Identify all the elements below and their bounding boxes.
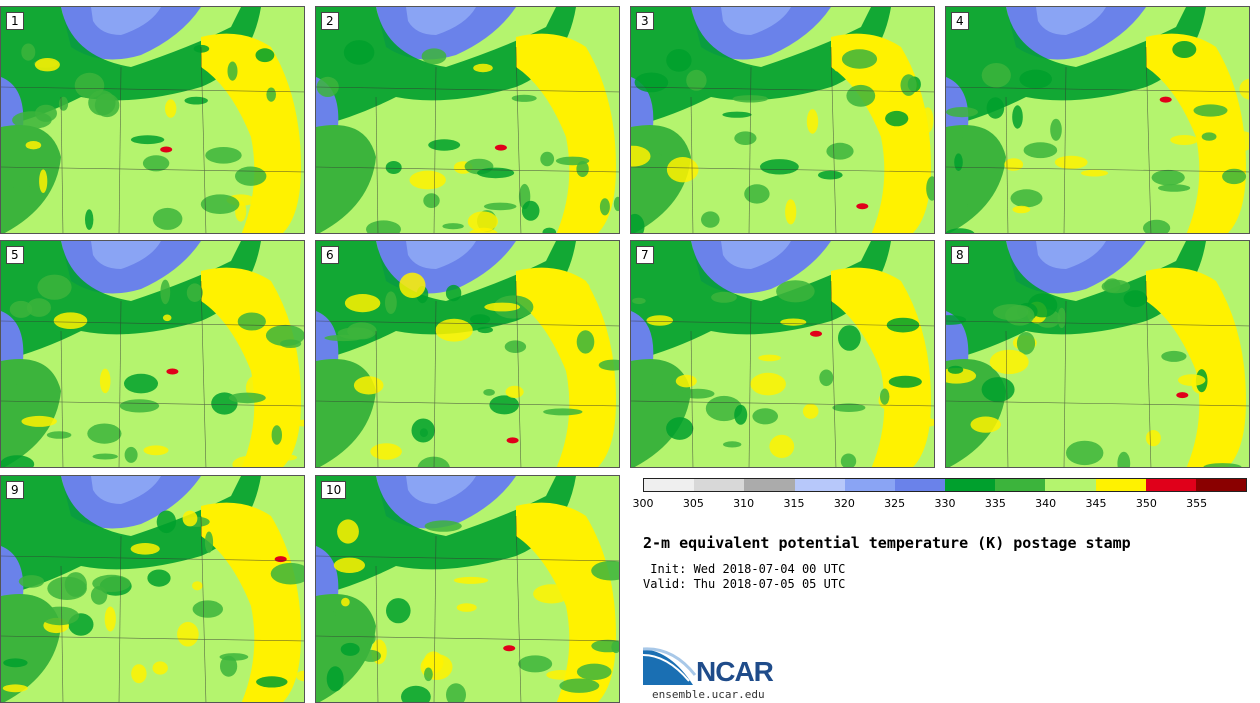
colorbar-bin [694, 479, 745, 491]
panel-number: 5 [6, 246, 24, 264]
panel-number: 9 [6, 481, 24, 499]
colorbar-tick-label: 355 [1186, 497, 1208, 510]
colorbar-bin [995, 479, 1046, 491]
ncar-logo-icon [643, 647, 697, 685]
colorbar-tick-label: 330 [934, 497, 956, 510]
map-panel[interactable]: 8 [945, 240, 1250, 468]
logo-url[interactable]: ensemble.ucar.edu [652, 688, 765, 701]
panel-number: 7 [636, 246, 654, 264]
init-time: Init: Wed 2018-07-04 00 UTC [643, 562, 846, 576]
map-panel[interactable]: 9 [0, 475, 305, 703]
map-panel[interactable]: 6 [315, 240, 620, 468]
colorbar-tick-label: 325 [884, 497, 906, 510]
colorbar-bin [945, 479, 996, 491]
colorbar-bin [844, 479, 895, 491]
colorbar-tick-label: 345 [1085, 497, 1107, 510]
colorbar-bin [794, 479, 845, 491]
colorbar-tick-label: 335 [984, 497, 1006, 510]
figure-title: 2-m equivalent potential temperature (K)… [643, 534, 1131, 552]
panel-number: 10 [321, 481, 347, 499]
panel-number: 4 [951, 12, 969, 30]
colorbar-bin [744, 479, 795, 491]
panel-number: 8 [951, 246, 969, 264]
valid-time: Valid: Thu 2018-07-05 05 UTC [643, 577, 846, 591]
map-panel[interactable]: 10 [315, 475, 620, 703]
map-panel[interactable]: 4 [945, 6, 1250, 234]
panel-number: 6 [321, 246, 339, 264]
colorbar-ticks: 300 305 310 315 320 325 330 335 340 345 350 355 [633, 497, 1247, 511]
colorbar-tick-label: 310 [733, 497, 755, 510]
map-panel[interactable]: 2 [315, 6, 620, 234]
colorbar [643, 478, 1247, 492]
map-panel[interactable]: 5 [0, 240, 305, 468]
panel-number: 2 [321, 12, 339, 30]
map-panel[interactable]: 7 [630, 240, 935, 468]
colorbar-bin [894, 479, 946, 491]
colorbar-tick-label: 340 [1035, 497, 1057, 510]
colorbar-bin [1145, 479, 1196, 491]
colorbar-tick-label: 300 [632, 497, 654, 510]
colorbar-bin [644, 479, 695, 491]
colorbar-tick-label: 305 [682, 497, 704, 510]
colorbar-bin [1045, 479, 1096, 491]
colorbar-bin [1095, 479, 1146, 491]
ncar-logo-text: NCAR [696, 656, 774, 687]
colorbar-tick-label: 315 [783, 497, 805, 510]
panel-number: 1 [6, 12, 24, 30]
colorbar-tick-label: 350 [1135, 497, 1157, 510]
colorbar-tick-label: 320 [833, 497, 855, 510]
panel-number: 3 [636, 12, 654, 30]
colorbar-bin [1195, 479, 1247, 491]
map-panel[interactable]: 1 [0, 6, 305, 234]
map-panel[interactable]: 3 [630, 6, 935, 234]
